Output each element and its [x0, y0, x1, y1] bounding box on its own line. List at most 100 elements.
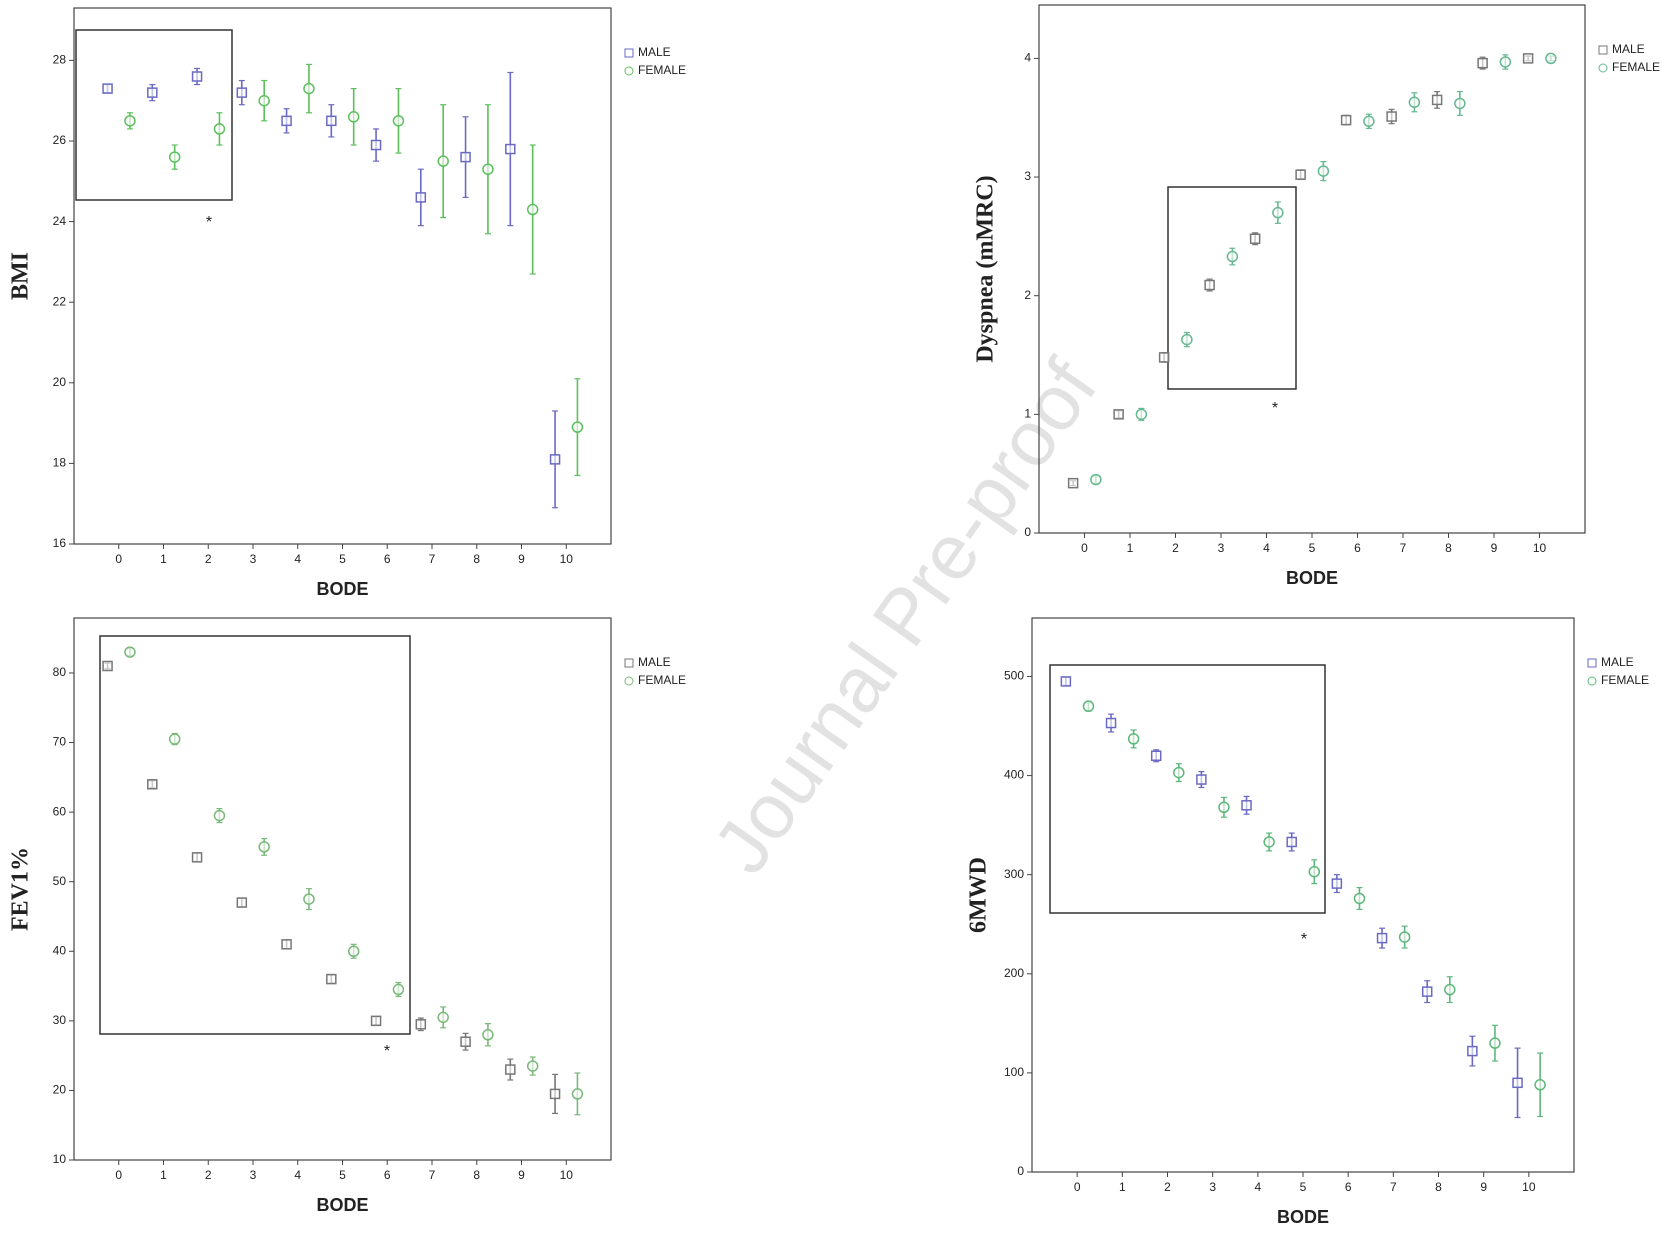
- y-tick-label: 100: [1004, 1065, 1024, 1079]
- x-axis-title: BODE: [1277, 1207, 1329, 1227]
- mean-marker: [549, 454, 561, 465]
- x-tick-label: 1: [1127, 541, 1134, 555]
- mean-marker: [326, 973, 337, 985]
- legend-label: FEMALE: [638, 673, 686, 687]
- mean-marker: [460, 151, 471, 163]
- mean-marker: [1082, 700, 1095, 712]
- mean-marker: [571, 1088, 584, 1100]
- x-tick-label: 1: [1119, 1180, 1126, 1194]
- annotation: *: [1272, 400, 1278, 417]
- x-tick-label: 3: [250, 552, 257, 566]
- mean-marker: [1398, 931, 1411, 943]
- x-tick-label: 6: [384, 552, 391, 566]
- x-tick-label: 5: [339, 552, 346, 566]
- x-axis-title: BODE: [1286, 568, 1338, 588]
- mean-marker: [347, 945, 360, 958]
- mean-marker: [1545, 52, 1557, 65]
- y-axis-title: FEV1%: [8, 847, 34, 931]
- legend-marker: [1598, 63, 1608, 73]
- legend-label: MALE: [638, 655, 671, 669]
- x-tick-label: 8: [1445, 541, 1452, 555]
- x-tick-label: 7: [1400, 541, 1407, 555]
- y-tick-label: 20: [53, 1083, 67, 1097]
- mean-marker: [1181, 333, 1193, 346]
- mean-marker: [1060, 676, 1072, 687]
- x-tick-label: 0: [1074, 1180, 1081, 1194]
- mean-marker: [191, 852, 203, 863]
- y-tick-label: 300: [1004, 867, 1024, 881]
- x-tick-label: 2: [205, 1168, 212, 1182]
- legend-marker: [624, 676, 634, 686]
- mean-marker: [1308, 865, 1321, 878]
- legend-marker: [1587, 676, 1597, 686]
- mean-marker: [571, 421, 584, 433]
- x-tick-label: 6: [1354, 541, 1361, 555]
- mean-marker: [102, 660, 113, 672]
- mean-marker: [1241, 800, 1252, 811]
- mean-marker: [168, 733, 181, 745]
- mean-marker: [147, 779, 158, 790]
- mean-marker: [526, 1060, 539, 1072]
- mean-marker: [258, 94, 270, 107]
- mean-marker: [1218, 801, 1230, 814]
- mean-marker: [1249, 233, 1261, 244]
- mean-marker: [1286, 836, 1297, 848]
- highlight-box: [75, 29, 233, 201]
- x-tick-label: 5: [1300, 1180, 1307, 1194]
- annotation: *: [206, 214, 212, 231]
- watermark: Journal Pre-proof: [696, 344, 1114, 888]
- mean-marker: [1090, 473, 1102, 486]
- mean-marker: [102, 83, 113, 94]
- x-tick-label: 10: [560, 1168, 574, 1182]
- x-tick-label: 7: [1390, 1180, 1397, 1194]
- x-tick-label: 5: [339, 1168, 346, 1182]
- mean-marker: [124, 115, 136, 127]
- x-tick-label: 3: [1218, 541, 1225, 555]
- legend-label: MALE: [1612, 42, 1645, 56]
- legend-marker: [624, 48, 634, 58]
- mean-marker: [370, 1015, 382, 1027]
- mean-marker: [168, 151, 181, 163]
- mean-marker: [1431, 94, 1443, 106]
- mean-marker: [437, 1011, 449, 1024]
- mean-marker: [1467, 1045, 1478, 1057]
- mean-marker: [281, 939, 292, 950]
- legend-marker: [1598, 45, 1608, 55]
- legend-label: FEMALE: [1612, 60, 1660, 74]
- mean-marker: [1386, 111, 1397, 122]
- y-tick-label: 50: [53, 874, 67, 888]
- mean-marker: [1499, 56, 1512, 68]
- x-tick-label: 6: [384, 1168, 391, 1182]
- y-tick-label: 0: [1017, 1164, 1024, 1178]
- mean-marker: [1150, 750, 1162, 762]
- x-tick-label: 9: [1480, 1180, 1487, 1194]
- y-tick-label: 0: [1024, 525, 1031, 539]
- y-tick-label: 16: [53, 536, 67, 550]
- mean-marker: [347, 111, 360, 123]
- legend-marker: [624, 66, 634, 76]
- mean-marker: [1353, 892, 1366, 905]
- mean-marker: [147, 87, 158, 98]
- y-tick-label: 2: [1024, 288, 1031, 302]
- x-tick-label: 1: [160, 1168, 167, 1182]
- mean-marker: [482, 163, 494, 175]
- x-tick-label: 2: [205, 552, 212, 566]
- mean-marker: [1522, 53, 1534, 64]
- mean-marker: [526, 203, 539, 216]
- legend-label: MALE: [1601, 655, 1634, 669]
- x-tick-label: 2: [1164, 1180, 1171, 1194]
- y-tick-label: 22: [53, 294, 67, 308]
- mean-marker: [392, 115, 405, 127]
- x-tick-label: 4: [1263, 541, 1270, 555]
- x-tick-label: 1: [160, 552, 167, 566]
- x-tick-label: 5: [1309, 541, 1316, 555]
- y-tick-label: 24: [53, 214, 67, 228]
- y-tick-label: 400: [1004, 768, 1024, 782]
- plot-frame: [1031, 617, 1575, 1173]
- x-tick-label: 0: [1081, 541, 1088, 555]
- mean-marker: [303, 893, 315, 905]
- mean-marker: [460, 1036, 471, 1047]
- y-tick-label: 3: [1024, 169, 1031, 183]
- mean-marker: [1196, 774, 1207, 785]
